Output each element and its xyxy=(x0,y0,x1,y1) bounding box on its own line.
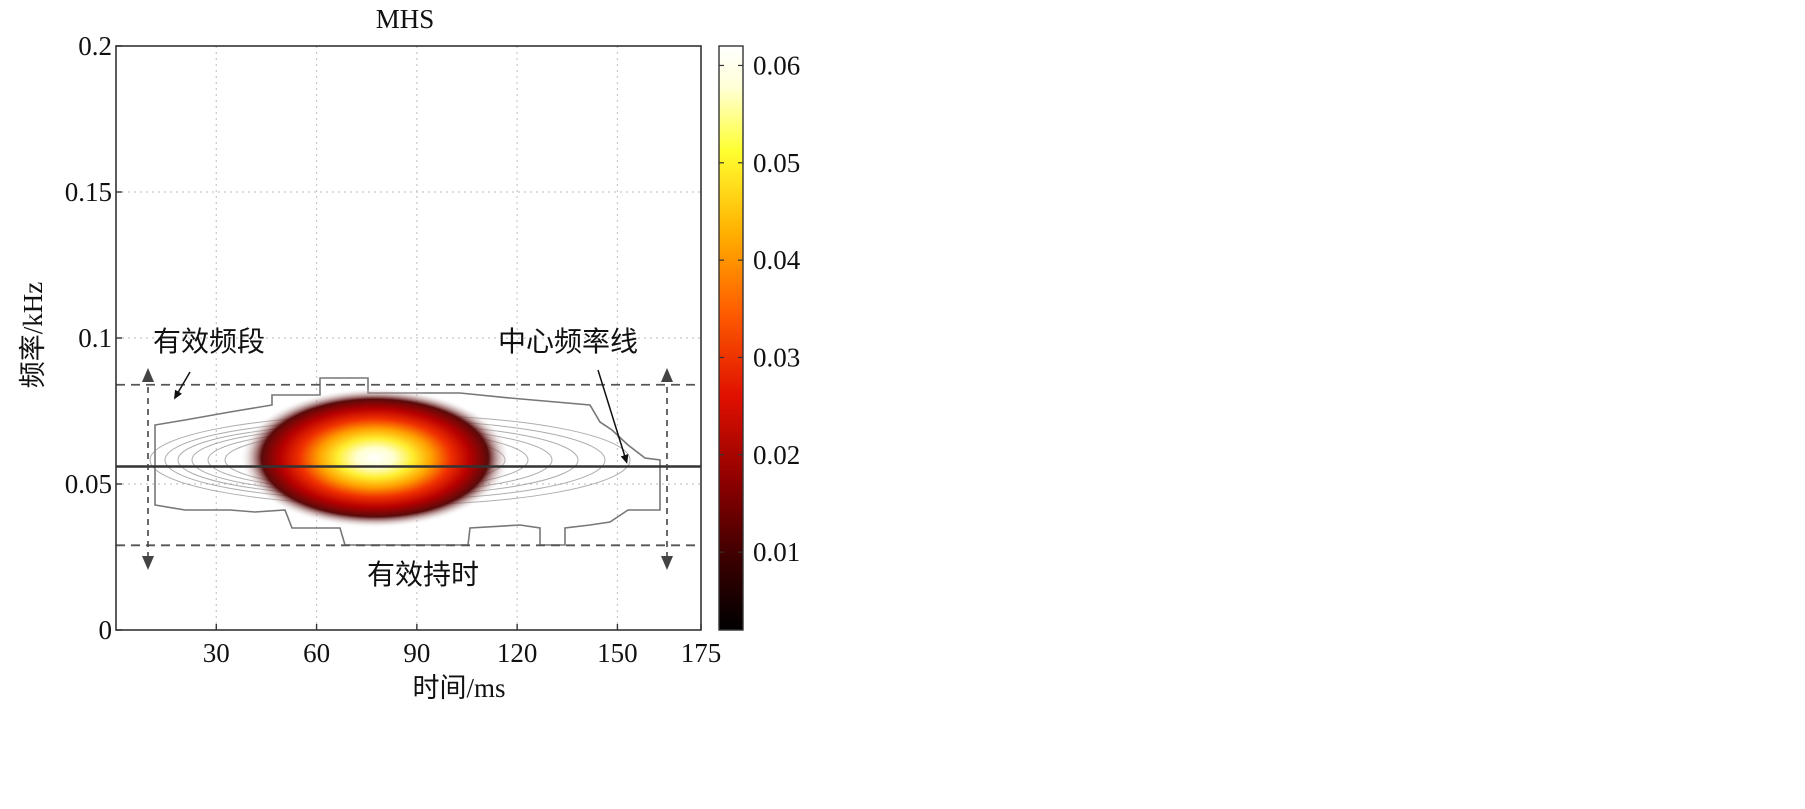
duration-arrows xyxy=(147,376,668,562)
y-tick-label: 0.1 xyxy=(78,323,112,353)
band-annotation-arrow xyxy=(173,371,191,400)
outer-contour-outline xyxy=(154,377,661,546)
energy-blob xyxy=(240,388,510,528)
x-tick-label: 120 xyxy=(497,638,538,668)
x-tick-label: 150 xyxy=(597,638,638,668)
x-axis: 30 60 90 120 150 175 xyxy=(203,624,721,668)
effective-band-label: 有效频段 xyxy=(153,325,265,358)
x-tick-label: 30 xyxy=(203,638,230,668)
colorbar-tick-label: 0.03 xyxy=(753,342,800,372)
center-line-label: 中心频率线 xyxy=(498,325,638,358)
colorbar xyxy=(718,45,744,631)
y-tick-label: 0 xyxy=(99,615,113,645)
heatmap-layer xyxy=(149,377,661,546)
chart-title: MHS xyxy=(376,4,435,34)
colorbar-tick-label: 0.04 xyxy=(753,245,801,275)
colorbar-tick-label: 0.06 xyxy=(753,50,800,80)
y-axis-title: 频率/kHz xyxy=(18,282,48,388)
center-line-annotation-arrow xyxy=(597,369,629,464)
colorbar-ticks: 0.01 0.02 0.03 0.04 0.05 0.06 xyxy=(719,50,801,567)
x-tick-label: 60 xyxy=(303,638,330,668)
y-tick-label: 0.15 xyxy=(65,177,112,207)
colorbar-tick-label: 0.02 xyxy=(753,440,800,470)
y-tick-label: 0.05 xyxy=(65,469,112,499)
x-tick-label: 90 xyxy=(403,638,430,668)
x-axis-title: 时间/ms xyxy=(412,673,505,703)
duration-arrowheads xyxy=(142,368,673,570)
grid xyxy=(116,46,701,630)
y-tick-label: 0.2 xyxy=(78,31,112,61)
y-axis: 0 0.05 0.1 0.15 0.2 xyxy=(65,31,122,645)
x-tick-label: 175 xyxy=(681,638,722,668)
colorbar-tick-label: 0.01 xyxy=(753,537,800,567)
effective-duration-label: 有效持时 xyxy=(367,558,479,591)
colorbar-tick-label: 0.05 xyxy=(753,148,800,178)
